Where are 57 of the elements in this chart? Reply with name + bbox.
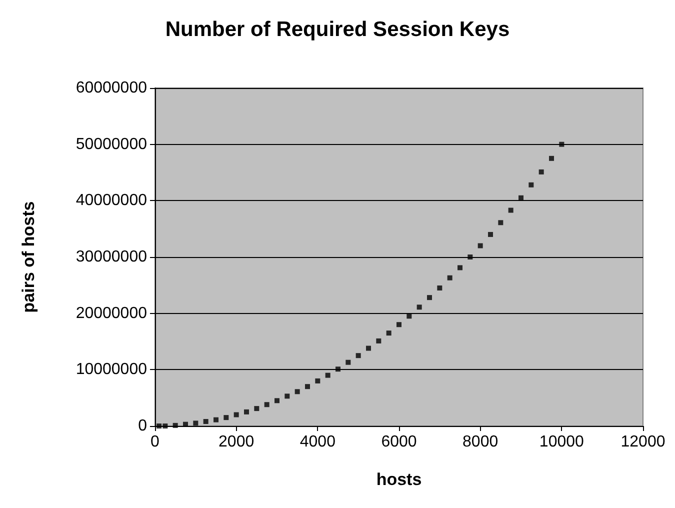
x-tick-label: 4000	[300, 434, 336, 450]
point	[518, 195, 524, 200]
point	[325, 372, 330, 378]
point	[416, 304, 422, 310]
x-axis-title: hosts	[376, 470, 422, 489]
point	[294, 389, 300, 394]
point	[366, 346, 371, 351]
x-tick-label: 6000	[381, 434, 417, 450]
y-tick-label: 10000000	[76, 361, 148, 378]
point	[172, 422, 178, 428]
point	[406, 314, 412, 319]
x-tick-label: 2000	[218, 434, 254, 450]
chart-title: Number of Required Session Keys	[165, 18, 510, 41]
point	[498, 220, 504, 226]
y-tick-label: 0	[138, 418, 148, 434]
point	[244, 409, 249, 414]
y-axis-title: pairs of hosts	[19, 201, 38, 313]
point	[284, 394, 290, 399]
point	[508, 208, 514, 213]
y-tick-label: 60000000	[76, 80, 148, 96]
point	[234, 412, 239, 418]
point	[437, 285, 442, 290]
point	[468, 254, 473, 260]
point	[488, 232, 493, 237]
point	[447, 275, 452, 280]
point	[214, 417, 218, 422]
point	[396, 322, 402, 328]
point	[336, 366, 340, 372]
point	[549, 156, 554, 161]
point	[224, 415, 229, 420]
point	[264, 402, 270, 408]
point	[254, 406, 260, 412]
x-tick-label: 8000	[462, 434, 498, 450]
point	[162, 424, 168, 428]
x-tick-label: 12000	[620, 434, 666, 450]
point	[427, 295, 432, 300]
point	[528, 182, 534, 188]
point	[478, 243, 483, 248]
y-tick-label: 50000000	[76, 136, 148, 153]
y-tick-label: 20000000	[76, 304, 148, 322]
point	[346, 360, 351, 365]
point	[193, 420, 198, 426]
point	[356, 353, 361, 358]
point	[386, 330, 392, 336]
x-tick-label: 10000	[539, 434, 584, 450]
point	[376, 338, 382, 344]
y-tick-label: 30000000	[76, 248, 148, 266]
point	[156, 424, 162, 428]
point	[305, 384, 310, 390]
point	[315, 378, 320, 384]
point	[274, 398, 280, 404]
point	[559, 142, 564, 147]
point	[458, 265, 462, 270]
y-tick-label: 40000000	[76, 192, 148, 210]
point	[203, 418, 208, 424]
x-tick-label: 0	[150, 434, 160, 450]
point	[538, 169, 544, 174]
